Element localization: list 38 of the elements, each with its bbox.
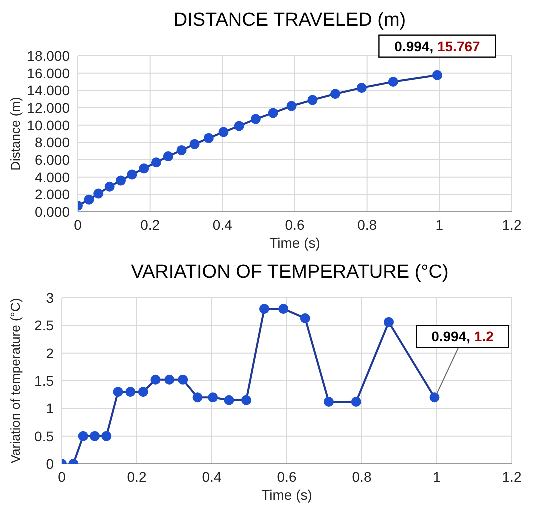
y-tick-label: 3 bbox=[46, 290, 54, 306]
y-tick-label: 10.000 bbox=[27, 117, 70, 134]
y-axis-title: Variation of temperature (°C) bbox=[8, 298, 23, 464]
chart-title: VARIATION OF TEMPERATURE (°C) bbox=[130, 261, 450, 285]
x-axis-title: Time (s) bbox=[270, 235, 320, 251]
x-tick-label: 1 bbox=[433, 468, 442, 485]
x-tick-label: 0.8 bbox=[352, 468, 372, 485]
y-tick-label: 6.000 bbox=[34, 152, 70, 168]
y-tick-label: 2 bbox=[46, 345, 54, 362]
x-tick-label: 1.2 bbox=[502, 216, 522, 233]
annotation: 0.994, 15.767 bbox=[394, 38, 481, 54]
y-tick-label: 0.5 bbox=[34, 428, 54, 444]
y-tick-label: 2.000 bbox=[34, 186, 70, 203]
x-tick-label: 1 bbox=[436, 216, 444, 233]
y-tick-label: 16.000 bbox=[27, 65, 70, 82]
y-tick-label: 18.000 bbox=[27, 48, 70, 64]
y-tick-label: 8.000 bbox=[34, 134, 70, 151]
y-tick-label: 0.000 bbox=[34, 204, 70, 220]
annotation: 0.994, 1.2 bbox=[432, 328, 494, 345]
x-tick-label: 0.6 bbox=[285, 216, 305, 233]
x-tick-label: 1.2 bbox=[502, 468, 522, 485]
y-axis-title: Distance (m) bbox=[8, 97, 23, 171]
x-axis-title: Time (s) bbox=[262, 487, 312, 503]
x-tick-label: 0.4 bbox=[202, 468, 222, 485]
x-tick-label: 0.8 bbox=[358, 216, 378, 233]
x-tick-label: 0.2 bbox=[140, 216, 160, 233]
x-tick-label: 0.2 bbox=[127, 468, 147, 485]
y-tick-label: 1.5 bbox=[34, 372, 54, 389]
chart-title: DISTANCE TRAVELED (m) bbox=[172, 9, 408, 33]
y-tick-label: 14.000 bbox=[27, 82, 70, 99]
x-tick-label: 0 bbox=[74, 216, 82, 233]
y-tick-label: 4.000 bbox=[34, 169, 70, 186]
y-tick-label: 2.5 bbox=[34, 318, 54, 334]
y-tick-label: 12.000 bbox=[27, 100, 70, 116]
x-tick-label: 0.4 bbox=[212, 216, 233, 233]
y-tick-label: 1 bbox=[46, 400, 54, 417]
x-tick-label: 0.6 bbox=[277, 468, 297, 485]
y-tick-label: 0 bbox=[46, 456, 54, 472]
